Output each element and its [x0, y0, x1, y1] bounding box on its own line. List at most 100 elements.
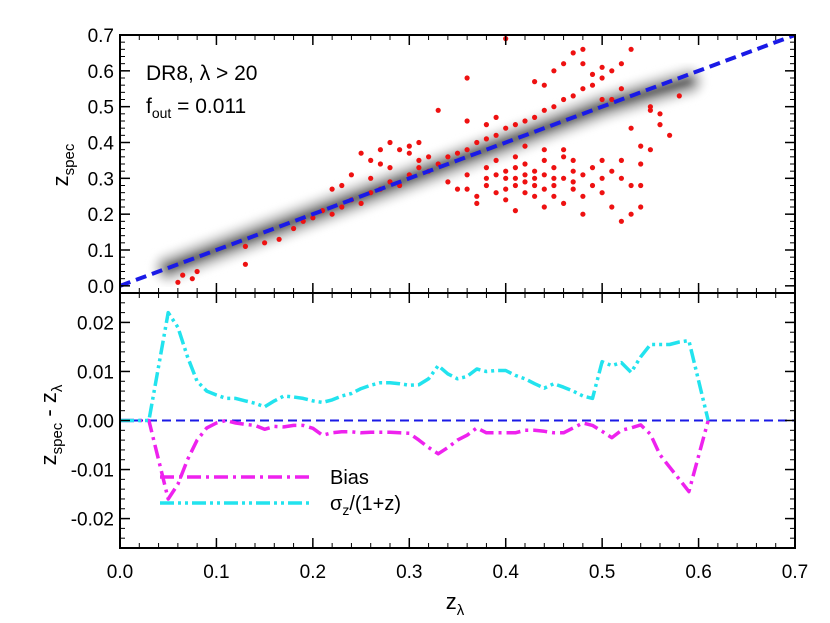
outlier-point	[339, 204, 345, 210]
outlier-point	[647, 147, 654, 153]
outlier-point	[464, 75, 470, 81]
outlier-point	[609, 68, 615, 74]
outlier-point	[551, 175, 557, 181]
outlier-point	[532, 168, 538, 174]
outlier-point	[358, 200, 364, 206]
outlier-point	[522, 179, 528, 185]
outlier-point	[426, 154, 432, 160]
top-y-tick-label: 0.0	[88, 277, 114, 298]
outlier-point	[541, 157, 547, 163]
bottom-y-tick-label: -0.01	[71, 461, 114, 482]
outlier-point	[599, 157, 605, 163]
outlier-point	[609, 168, 615, 174]
outlier-points	[175, 36, 682, 285]
outlier-point	[532, 114, 538, 120]
outlier-point	[416, 165, 422, 171]
bottom-panel: 0.0 0.1 0.2 0.3 0.4 0.5 0.6 0.7 -0.02 -0.01 0.00 0.…	[36, 292, 808, 619]
outlier-point	[512, 208, 519, 214]
bottom-y-axis-label: zspec - zλ	[36, 384, 66, 465]
outlier-point	[570, 186, 576, 192]
outlier-point	[541, 172, 547, 178]
outlier-point	[512, 182, 519, 189]
x-tick-label: 0.4	[493, 562, 520, 583]
outlier-point	[628, 46, 634, 52]
outlier-point	[464, 118, 470, 124]
outlier-point	[445, 179, 451, 185]
outlier-point	[522, 118, 528, 124]
outlier-point	[599, 190, 605, 196]
outlier-point	[358, 150, 364, 156]
outlier-point	[474, 200, 480, 206]
outlier-point	[493, 190, 499, 196]
x-tick-label: 0.6	[685, 562, 711, 583]
outlier-point	[339, 182, 345, 189]
outlier-point	[589, 182, 596, 189]
outlier-point	[599, 75, 605, 81]
outlier-point	[175, 279, 181, 285]
outlier-point	[474, 193, 480, 199]
outlier-point	[435, 107, 441, 113]
outlier-point	[387, 139, 393, 146]
outlier-point	[589, 71, 596, 77]
top-y-tick-label: 0.3	[88, 169, 114, 190]
outlier-point	[647, 107, 654, 113]
outlier-point	[242, 261, 248, 267]
outlier-point	[657, 122, 663, 128]
outlier-point	[580, 172, 586, 178]
outlier-point	[657, 111, 663, 117]
outlier-point	[368, 175, 374, 181]
outlier-point	[454, 186, 461, 192]
outlier-point	[464, 172, 470, 178]
series-line-sigma	[120, 310, 710, 423]
outlier-point	[551, 193, 557, 199]
outlier-point	[242, 243, 248, 249]
outlier-point	[377, 161, 383, 167]
x-tick-label: 0.5	[589, 562, 615, 583]
outlier-point	[493, 132, 499, 138]
bottom-y-tick-label: 0.00	[77, 412, 114, 433]
outlier-point	[397, 147, 403, 153]
outlier-point	[503, 175, 509, 181]
top-y-tick-label: 0.4	[88, 134, 115, 155]
outlier-point	[580, 86, 586, 92]
outlier-point	[512, 154, 519, 160]
bottom-y-tick-label: 0.01	[77, 362, 114, 383]
outlier-point	[512, 122, 519, 128]
outlier-point	[599, 96, 605, 103]
outlier-point	[512, 175, 519, 181]
outlier-point	[638, 143, 644, 149]
outlier-point	[276, 236, 282, 242]
outlier-point	[570, 168, 576, 174]
outlier-point	[464, 186, 470, 192]
outlier-point	[599, 175, 605, 181]
annotation-line2: fout = 0.011	[146, 95, 246, 121]
outlier-point	[628, 182, 634, 189]
outlier-point	[638, 182, 644, 189]
outlier-point	[580, 211, 586, 217]
outlier-point	[310, 215, 316, 221]
x-tick-label: 0.1	[203, 562, 229, 583]
outlier-point	[522, 190, 528, 196]
outlier-point	[493, 157, 499, 163]
outlier-point	[522, 161, 528, 167]
bottom-panel-frame	[119, 292, 796, 549]
outlier-point	[416, 157, 422, 163]
outlier-point	[541, 107, 547, 113]
bottom-y-tick-label: -0.02	[71, 510, 114, 531]
outlier-point	[454, 150, 461, 156]
outlier-point	[464, 147, 470, 153]
outlier-point	[180, 272, 186, 278]
top-y-tick-label: 0.7	[88, 26, 114, 47]
outlier-point	[570, 93, 576, 99]
one-to-one-line	[120, 35, 795, 288]
x-tick-label: 0.0	[107, 562, 133, 583]
outlier-point	[676, 93, 682, 99]
outlier-point	[503, 197, 509, 203]
outlier-point	[541, 82, 547, 88]
outlier-point	[416, 139, 422, 146]
outlier-point	[483, 182, 489, 189]
outlier-point	[561, 61, 567, 67]
legend-label-sigma: σz/(1+z)	[330, 493, 401, 518]
outlier-point	[647, 104, 654, 110]
outlier-point	[532, 79, 538, 85]
